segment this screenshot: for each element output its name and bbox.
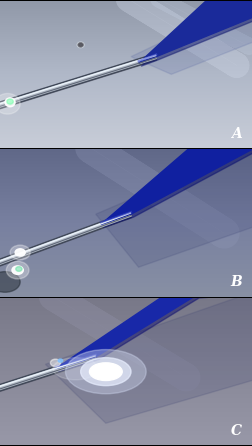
Text: A: A [231, 127, 242, 140]
FancyArrowPatch shape [128, 0, 237, 66]
Polygon shape [141, 0, 252, 66]
Ellipse shape [10, 245, 30, 260]
Polygon shape [0, 355, 96, 393]
FancyArrowPatch shape [159, 0, 249, 46]
Polygon shape [139, 0, 252, 63]
Polygon shape [131, 0, 252, 74]
Polygon shape [103, 145, 252, 227]
Polygon shape [0, 213, 131, 268]
Polygon shape [45, 291, 252, 423]
Polygon shape [0, 55, 156, 111]
Polygon shape [101, 142, 252, 224]
Ellipse shape [0, 94, 20, 114]
Polygon shape [55, 291, 252, 369]
Polygon shape [58, 293, 252, 372]
Ellipse shape [81, 358, 131, 386]
FancyArrowPatch shape [53, 297, 187, 378]
Ellipse shape [58, 359, 63, 362]
Ellipse shape [15, 249, 25, 256]
Ellipse shape [7, 99, 13, 104]
Text: C: C [231, 424, 242, 438]
Polygon shape [96, 142, 252, 267]
Ellipse shape [50, 359, 60, 367]
Ellipse shape [5, 98, 15, 107]
Ellipse shape [6, 261, 29, 279]
Ellipse shape [12, 266, 23, 274]
Ellipse shape [16, 267, 22, 271]
Text: B: B [230, 275, 242, 289]
Ellipse shape [53, 358, 98, 380]
Ellipse shape [89, 363, 122, 380]
Ellipse shape [78, 43, 83, 47]
Ellipse shape [77, 42, 84, 48]
Ellipse shape [0, 272, 20, 292]
FancyArrowPatch shape [90, 148, 225, 233]
Ellipse shape [66, 350, 146, 394]
